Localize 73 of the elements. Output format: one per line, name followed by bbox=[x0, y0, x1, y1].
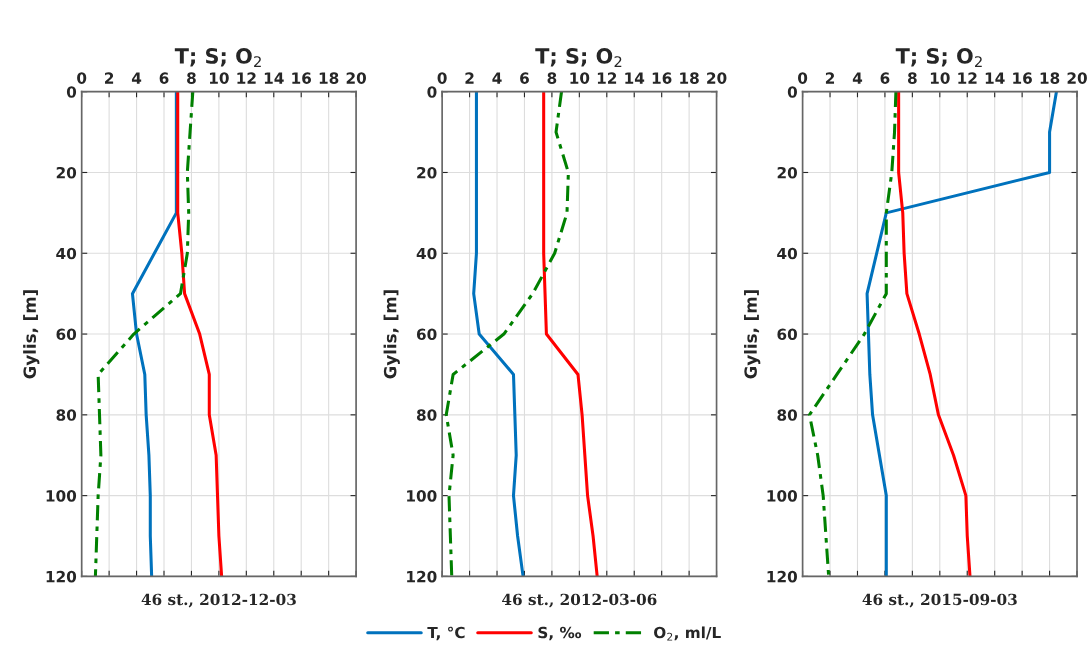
x-tick-label: 18 bbox=[680, 72, 699, 84]
y-tick-label: 20 bbox=[56, 166, 77, 179]
y-tick-label: 0 bbox=[427, 86, 437, 98]
x-tick-label: 4 bbox=[852, 72, 863, 84]
line-series bbox=[542, 91, 599, 577]
x-tick-label: 12 bbox=[237, 72, 256, 84]
x-tick-label: 8 bbox=[547, 72, 557, 84]
x-tick-label: 16 bbox=[652, 72, 672, 84]
y-tick-label: 20 bbox=[777, 166, 797, 179]
x-tick-label: 6 bbox=[880, 72, 890, 84]
x-tick-label: 10 bbox=[930, 72, 950, 84]
x-tick-label: 20 bbox=[707, 72, 727, 84]
y-tick-label: 0 bbox=[787, 86, 797, 98]
x-tick-label: 2 bbox=[105, 72, 114, 84]
line-series bbox=[472, 91, 525, 577]
y-tick-label: 0 bbox=[66, 86, 77, 98]
line-series bbox=[807, 91, 898, 577]
y-axis-title: Gylis, [m] bbox=[23, 290, 40, 379]
x-tick-label: 6 bbox=[159, 72, 169, 84]
y-tick-label: 80 bbox=[416, 409, 437, 421]
text: 46 st., 2012-12-03 bbox=[141, 593, 296, 608]
x-axis-title: T; S; O$_{2}$ bbox=[535, 48, 622, 67]
line-series bbox=[897, 91, 972, 577]
x-tick-label: 16 bbox=[292, 72, 312, 84]
y-axis-title: Gylis, [m] bbox=[744, 290, 761, 379]
x-tick-label: 14 bbox=[264, 72, 284, 84]
x-tick-label: 16 bbox=[1013, 72, 1032, 84]
text: 46 st., 2015-09-03 bbox=[862, 593, 1017, 608]
x-tick-label: 18 bbox=[1040, 72, 1060, 84]
x-tick-label: 20 bbox=[346, 72, 366, 84]
x-tick-label: 8 bbox=[187, 72, 196, 84]
x-tick-label: 0 bbox=[77, 72, 87, 84]
x-tick-label: 4 bbox=[492, 72, 502, 84]
y-tick-label: 60 bbox=[777, 328, 797, 341]
y-tick-label: 120 bbox=[767, 570, 797, 583]
x-tick-label: 0 bbox=[798, 72, 808, 84]
x-tick-label: 18 bbox=[319, 72, 339, 84]
y-tick-label: 60 bbox=[416, 328, 437, 341]
text: 46 st., 2012-03-06 bbox=[502, 593, 657, 608]
y-tick-label: 40 bbox=[56, 247, 77, 260]
x-tick-label: 12 bbox=[597, 72, 617, 84]
y-axis-title: Gylis, [m] bbox=[383, 290, 400, 379]
x-tick-label: 14 bbox=[625, 72, 645, 84]
y-tick-label: 80 bbox=[777, 409, 797, 421]
x-tick-label: 12 bbox=[958, 72, 977, 84]
x-tick-label: 14 bbox=[985, 72, 1005, 84]
x-tick-label: 8 bbox=[907, 72, 917, 84]
y-tick-label: 120 bbox=[407, 570, 437, 583]
y-tick-label: 100 bbox=[767, 490, 797, 502]
line-series bbox=[865, 91, 1058, 577]
line-series bbox=[176, 91, 224, 577]
y-tick-label: 80 bbox=[56, 409, 77, 421]
x-tick-label: 4 bbox=[131, 72, 142, 84]
y-tick-label: 120 bbox=[46, 570, 77, 583]
x-tick-label: 10 bbox=[570, 72, 590, 84]
y-tick-label: 20 bbox=[417, 166, 437, 179]
x-axis-title: T; S; O$_{2}$ bbox=[174, 48, 261, 67]
x-tick-label: 20 bbox=[1067, 72, 1087, 84]
x-axis-title: T; S; O$_{2}$ bbox=[895, 48, 982, 67]
x-tick-label: 10 bbox=[209, 72, 229, 84]
x-tick-label: 0 bbox=[437, 72, 447, 84]
y-tick-label: 40 bbox=[416, 247, 437, 260]
x-tick-label: 6 bbox=[520, 72, 529, 84]
y-tick-label: 100 bbox=[46, 490, 77, 502]
legend-label: T, °C bbox=[427, 626, 465, 641]
x-tick-label: 2 bbox=[825, 72, 835, 84]
legend-label: O$_{2}$, ml/L bbox=[654, 626, 721, 641]
y-tick-label: 100 bbox=[407, 490, 437, 502]
y-tick-label: 60 bbox=[56, 328, 77, 341]
legend-label: S, ‰ bbox=[538, 626, 582, 641]
y-tick-label: 40 bbox=[777, 247, 797, 260]
line-series bbox=[93, 91, 195, 577]
x-tick-label: 2 bbox=[465, 72, 474, 84]
